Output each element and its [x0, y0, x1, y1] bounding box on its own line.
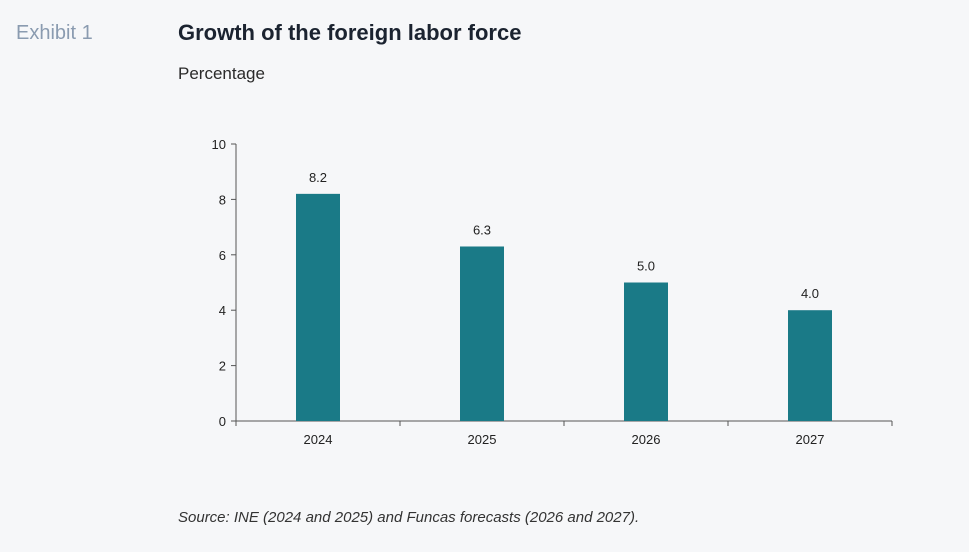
source-note: Source: INE (2024 and 2025) and Funcas f… [178, 509, 640, 526]
x-tick-label-2027: 2027 [796, 432, 825, 447]
x-tick-label-2025: 2025 [468, 432, 497, 447]
data-label-2024: 8.2 [309, 170, 327, 185]
x-tick-label-2026: 2026 [632, 432, 661, 447]
x-tick-label-2024: 2024 [304, 432, 333, 447]
y-tick-label-10: 10 [212, 137, 226, 152]
data-label-2025: 6.3 [473, 222, 491, 237]
chart-title: Growth of the foreign labor force [178, 20, 522, 45]
bar-2024 [296, 193, 340, 421]
y-tick-label-4: 4 [219, 303, 226, 318]
bar-2027 [788, 310, 832, 421]
y-tick-label-0: 0 [219, 414, 226, 429]
bar-2025 [460, 246, 504, 421]
y-tick-label-6: 6 [219, 248, 226, 263]
chart-subtitle: Percentage [178, 64, 265, 83]
bar-2026 [624, 282, 668, 421]
exhibit-label: Exhibit 1 [16, 22, 93, 44]
data-label-2027: 4.0 [801, 286, 819, 301]
y-tick-label-8: 8 [219, 192, 226, 207]
data-label-2026: 5.0 [637, 259, 655, 274]
y-tick-label-2: 2 [219, 359, 226, 374]
